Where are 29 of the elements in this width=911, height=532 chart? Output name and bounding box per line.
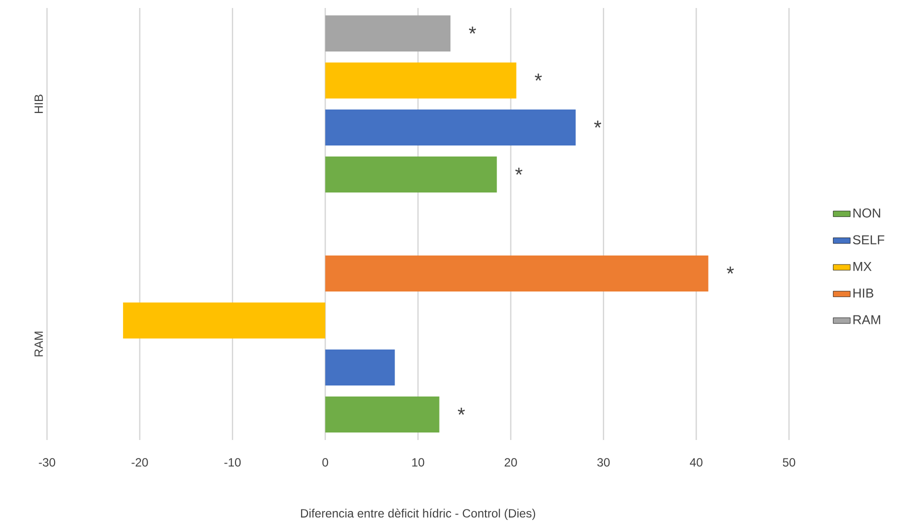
x-tick-label: 40	[690, 458, 702, 467]
x-tick-label: -20	[132, 458, 148, 467]
data-label: *	[726, 266, 734, 274]
bar	[325, 110, 576, 146]
data-label: *	[468, 26, 476, 34]
x-tick-label: -30	[38, 458, 56, 467]
bar	[325, 350, 395, 386]
data-label: *	[458, 408, 465, 415]
x-tick-label: -10	[224, 458, 241, 467]
data-label: *	[594, 120, 602, 128]
legend-label: NON	[853, 208, 880, 218]
x-tick-label: 10	[412, 458, 424, 467]
legend-label: RAM	[853, 315, 880, 324]
bar	[325, 62, 516, 98]
x-tick-label: 20	[504, 458, 517, 467]
legend-label: MX	[853, 262, 872, 271]
x-axis-title: Diferencia entre dèficit hídric - Control (Dies)	[301, 508, 536, 520]
bar	[325, 396, 440, 433]
legend-label: SELF	[852, 235, 884, 244]
legend-label: HIB	[853, 288, 874, 298]
x-tick-label: 0	[322, 458, 328, 467]
x-tick-label: 30	[597, 458, 610, 467]
bar	[325, 255, 708, 292]
data-label: *	[515, 168, 522, 175]
bar	[123, 302, 326, 338]
bar	[325, 15, 450, 52]
bar	[325, 156, 497, 193]
data-label: *	[534, 74, 542, 81]
x-tick-label: 50	[782, 458, 796, 467]
